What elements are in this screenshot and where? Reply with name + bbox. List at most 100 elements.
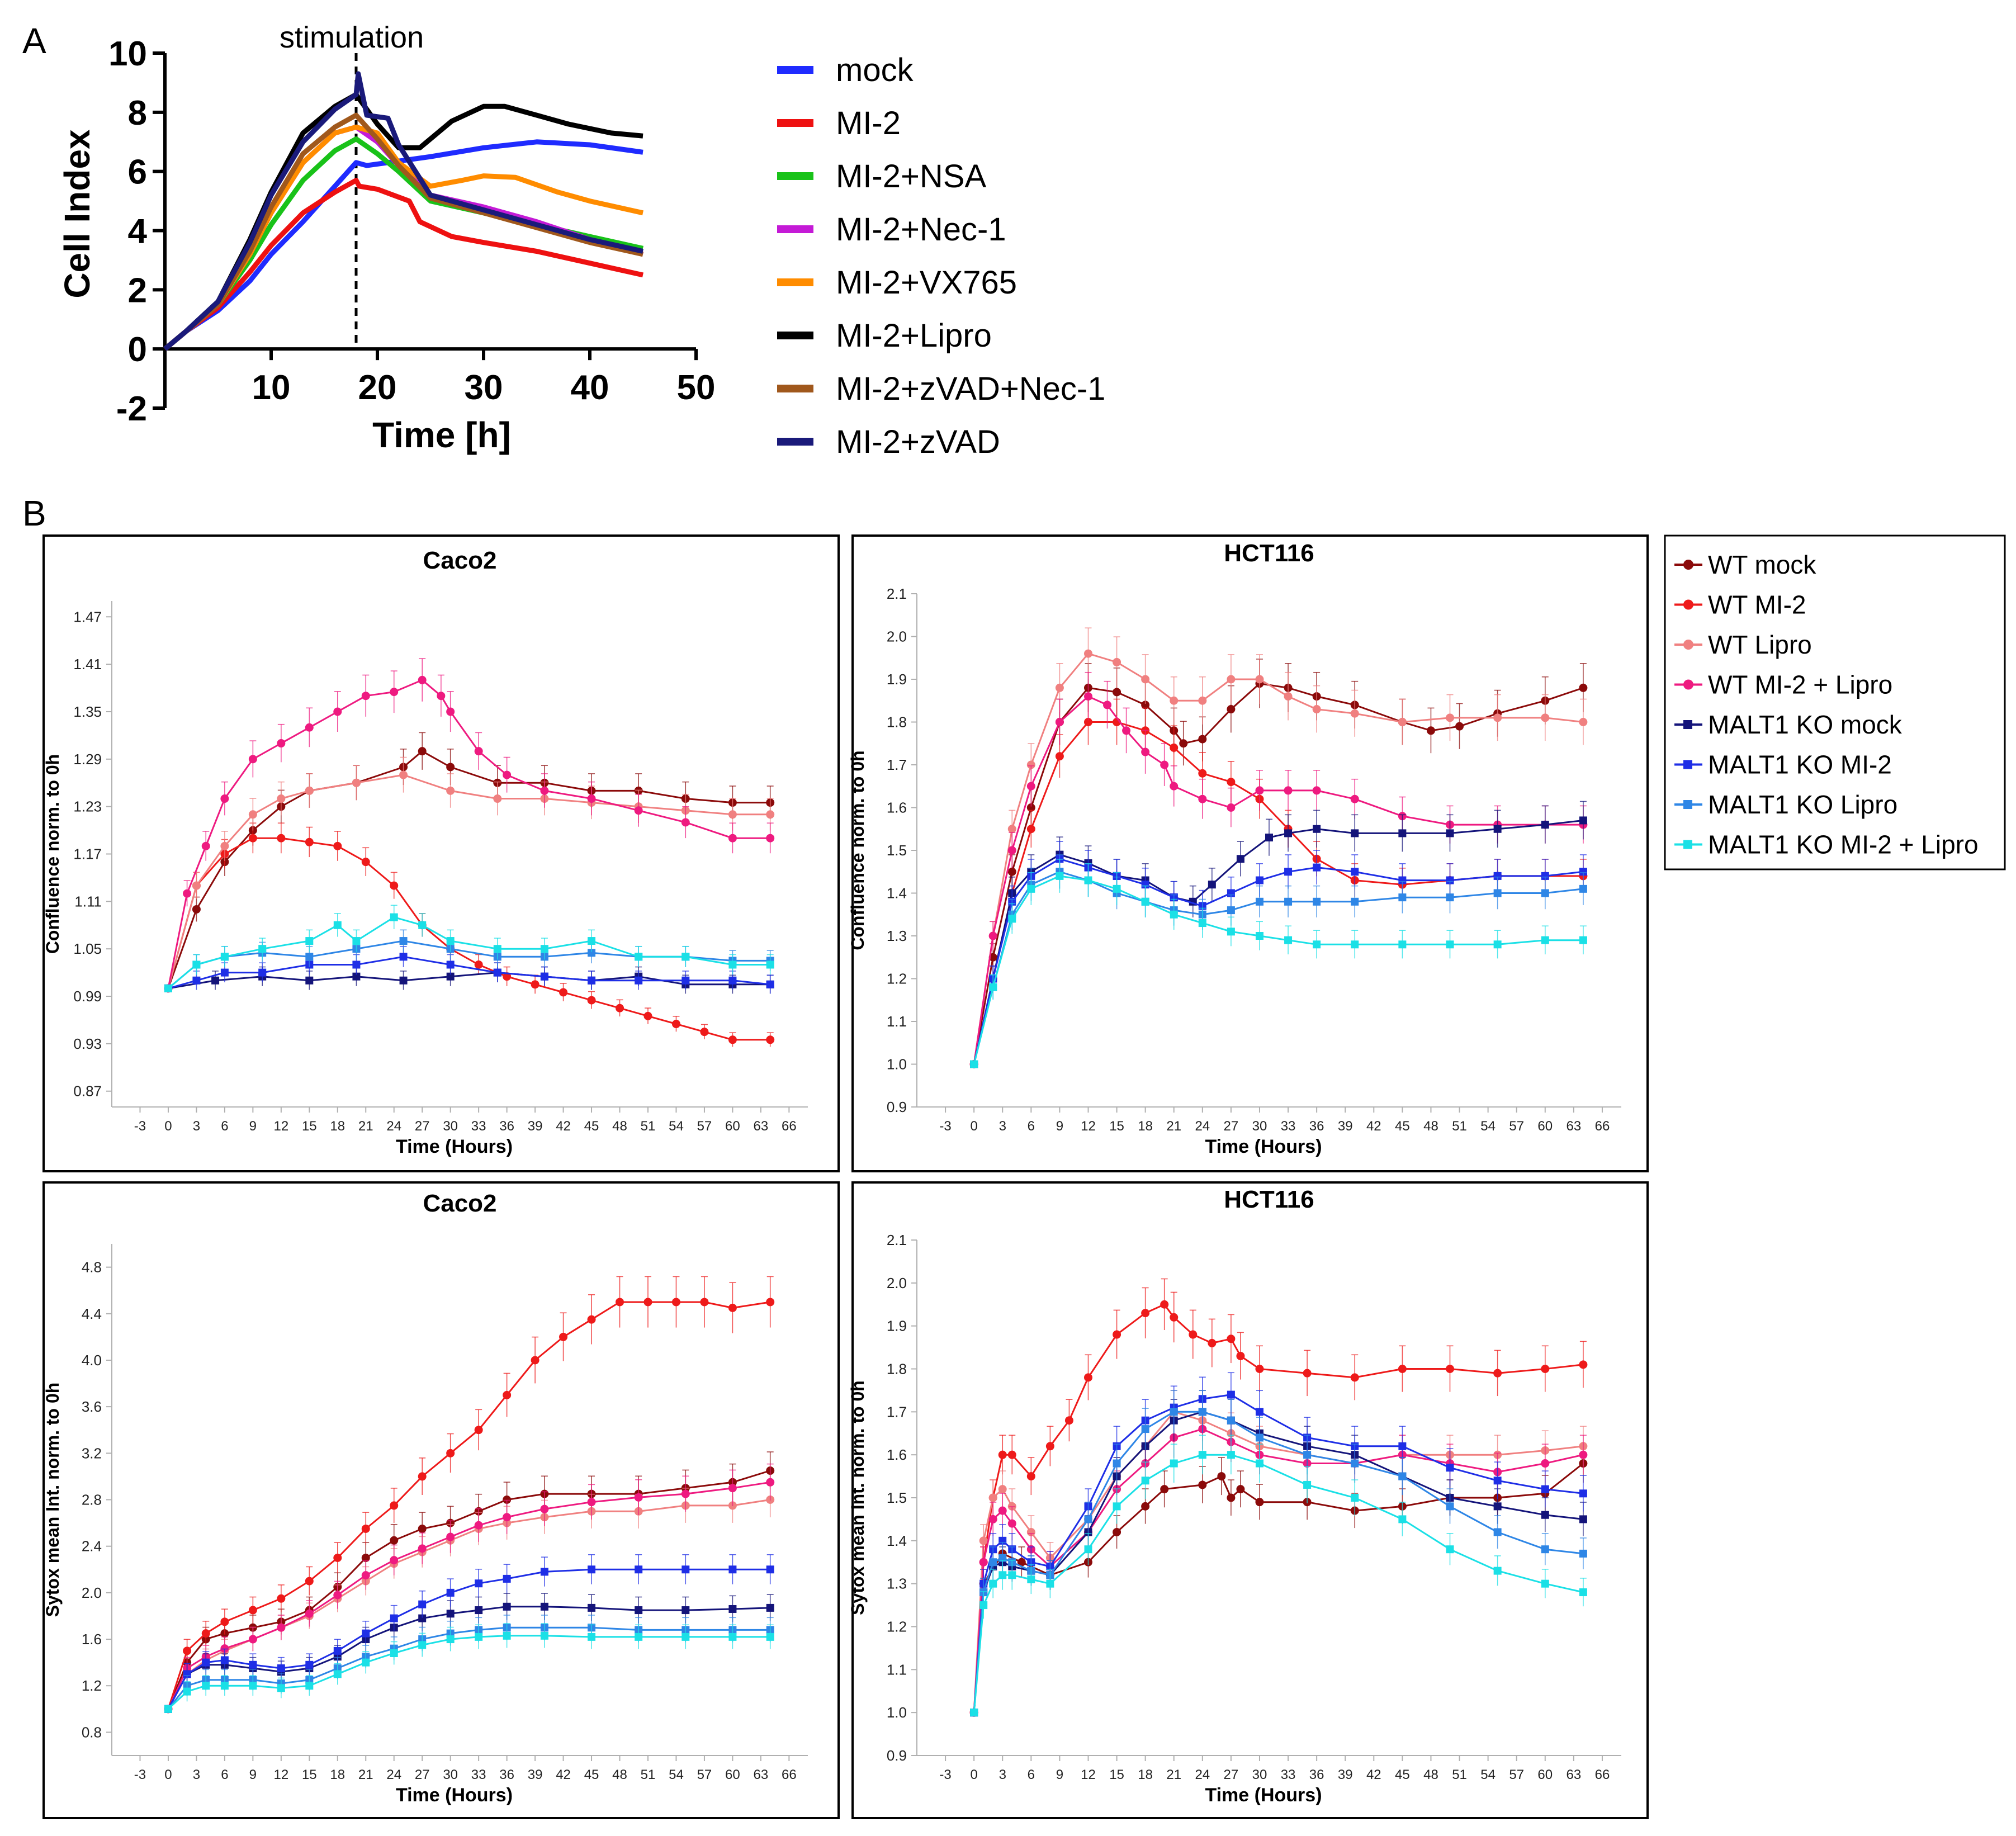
data-point [1350, 794, 1359, 803]
data-point [1170, 910, 1178, 919]
legend-label: MI-2+zVAD [836, 424, 1000, 460]
y-tick-label: 4 [128, 212, 148, 251]
x-tick-label: 24 [1195, 1119, 1210, 1134]
data-point [1227, 928, 1235, 936]
data-point [277, 1594, 286, 1603]
data-point [728, 1605, 737, 1613]
data-point [1083, 1373, 1092, 1382]
data-point [1493, 1477, 1502, 1485]
data-point [305, 786, 314, 795]
data-point [1007, 846, 1016, 855]
data-point [1579, 1515, 1587, 1523]
y-tick-label: 1.5 [887, 842, 907, 859]
x-tick-label: 20 [358, 368, 397, 407]
series-line-wt-mock [167, 1470, 771, 1710]
data-point [305, 1682, 314, 1690]
data-point [531, 1356, 540, 1365]
x-tick-label: 33 [471, 1119, 486, 1134]
data-point [1351, 940, 1359, 949]
data-point [531, 980, 540, 989]
data-point [540, 1504, 549, 1513]
y-tick-label: 1.4 [887, 885, 907, 902]
x-tick-label: 66 [1595, 1767, 1610, 1782]
series-line-wt-mi-2-lipro [167, 1481, 770, 1710]
x-axis-title: Time (Hours) [1205, 1785, 1322, 1806]
data-point [258, 945, 267, 953]
data-point [1284, 897, 1293, 906]
data-point [390, 1649, 398, 1657]
data-point [1113, 688, 1121, 697]
data-point [249, 1660, 257, 1669]
x-tick-label: 57 [697, 1119, 712, 1134]
data-point [305, 1660, 314, 1669]
data-point [1026, 825, 1035, 834]
series-line-malt1-ko-mock [973, 1411, 1584, 1713]
data-point [766, 810, 775, 819]
data-point [503, 770, 512, 779]
legend-marker [1683, 640, 1693, 650]
data-point [1446, 713, 1455, 722]
data-point [728, 960, 737, 969]
data-point [1541, 1485, 1549, 1493]
data-point [390, 881, 399, 890]
legend-marker [1683, 800, 1692, 809]
data-point [1227, 1390, 1235, 1399]
data-point [1141, 1309, 1150, 1318]
series-line-mi-2-lipro [163, 92, 643, 351]
data-point [728, 1035, 737, 1044]
data-point [361, 1571, 370, 1580]
y-tick-label: 1.7 [887, 1403, 907, 1420]
data-point [1056, 872, 1064, 880]
data-point [1083, 649, 1092, 658]
y-tick-label: 1.5 [887, 1489, 907, 1506]
data-point [1198, 1451, 1206, 1459]
data-point [1398, 940, 1407, 949]
data-point [998, 1554, 1007, 1562]
data-point [1141, 747, 1150, 756]
y-tick-label: 2.4 [82, 1538, 102, 1555]
x-tick-label: 12 [1081, 1767, 1096, 1782]
data-point [766, 1298, 775, 1307]
y-tick-label: 1.35 [73, 703, 102, 720]
x-tick-label: 24 [386, 1767, 401, 1782]
data-point [1541, 936, 1549, 944]
data-point [700, 1028, 709, 1037]
data-point [1084, 1545, 1092, 1554]
y-tick-label: 0.99 [73, 988, 102, 1005]
data-point [446, 1532, 455, 1541]
data-point [1198, 769, 1207, 778]
data-point [1541, 1579, 1549, 1588]
x-tick-label: 6 [1028, 1767, 1035, 1782]
y-tick-label: 1.1 [887, 1013, 907, 1030]
data-point [390, 913, 398, 921]
data-point [1579, 1450, 1588, 1459]
data-point [503, 972, 512, 981]
data-point [220, 1656, 229, 1664]
chart-b-caco2-sytox: Caco2 0.8 1.2 1.6 2.0 2.4 2.8 3.2 3.6 4.0 4.4 4.8 -3… [42, 1190, 808, 1806]
y-tick-label: 2 [128, 271, 147, 310]
x-tick-label: 0 [970, 1119, 977, 1134]
x-tick-label: 48 [1423, 1767, 1438, 1782]
y-tick-label: 4.0 [82, 1352, 102, 1369]
data-point [164, 984, 172, 992]
x-tick-label: 51 [641, 1119, 656, 1134]
data-point [277, 1684, 285, 1692]
x-tick-label: 36 [1309, 1767, 1324, 1782]
data-point [220, 841, 229, 850]
data-point [1284, 786, 1293, 795]
data-point [1350, 1373, 1359, 1382]
data-point [1026, 803, 1035, 812]
x-tick-label: 48 [1423, 1119, 1438, 1134]
data-point [1398, 718, 1407, 726]
data-point [588, 976, 596, 985]
data-point [1446, 940, 1454, 949]
data-point [1055, 683, 1064, 692]
series-line-mi-2 [163, 178, 643, 351]
x-tick-label: 27 [1224, 1119, 1239, 1134]
data-point [1351, 1459, 1359, 1468]
data-point [728, 834, 737, 843]
y-tick-label: 1.6 [887, 799, 907, 816]
data-point [446, 937, 455, 945]
x-tick-label: 45 [1395, 1767, 1410, 1782]
data-point [1398, 1442, 1407, 1450]
